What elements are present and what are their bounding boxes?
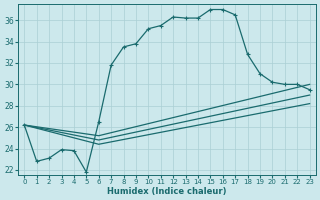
X-axis label: Humidex (Indice chaleur): Humidex (Indice chaleur)	[107, 187, 227, 196]
